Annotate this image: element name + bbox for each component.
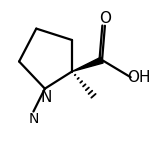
Text: OH: OH [127, 70, 150, 85]
Text: N: N [41, 90, 52, 105]
Text: N: N [28, 112, 39, 126]
Polygon shape [72, 57, 103, 72]
Text: O: O [99, 11, 111, 26]
